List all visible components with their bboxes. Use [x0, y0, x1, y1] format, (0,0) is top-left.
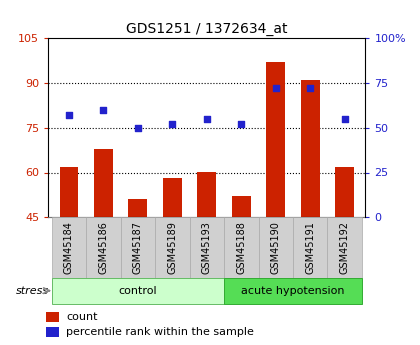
Text: GSM45193: GSM45193	[202, 221, 212, 274]
Text: GSM45189: GSM45189	[168, 221, 177, 274]
Text: control: control	[118, 286, 157, 296]
Text: GSM45184: GSM45184	[64, 221, 74, 274]
Bar	[189, 217, 224, 278]
Title: GDS1251 / 1372634_at: GDS1251 / 1372634_at	[126, 21, 288, 36]
Bar	[94, 149, 113, 217]
Bar	[259, 217, 293, 278]
Point	[66, 112, 72, 118]
Text: count: count	[66, 312, 97, 322]
Point	[307, 86, 314, 91]
Point	[273, 86, 279, 91]
Point	[341, 116, 348, 121]
Point	[238, 121, 245, 127]
Bar	[121, 217, 155, 278]
Bar	[301, 80, 320, 217]
Text: acute hypotension: acute hypotension	[241, 286, 345, 296]
Bar	[46, 312, 60, 322]
Bar	[86, 217, 121, 278]
Bar	[328, 217, 362, 278]
Point	[204, 116, 210, 121]
Text: stress: stress	[16, 286, 49, 296]
Bar	[293, 217, 328, 278]
Text: GSM45188: GSM45188	[236, 221, 246, 274]
Text: GSM45192: GSM45192	[340, 221, 350, 274]
Bar	[163, 178, 182, 217]
Text: percentile rank within the sample: percentile rank within the sample	[66, 327, 254, 337]
Bar	[197, 172, 216, 217]
Bar	[224, 217, 259, 278]
Point	[134, 125, 141, 130]
Text: GSM45186: GSM45186	[98, 221, 108, 274]
Bar	[129, 199, 147, 217]
Point	[100, 107, 107, 112]
Text: GSM45190: GSM45190	[271, 221, 281, 274]
Bar	[155, 217, 189, 278]
Text: GSM45191: GSM45191	[305, 221, 315, 274]
Bar	[60, 167, 79, 217]
Bar	[46, 327, 60, 337]
Bar	[224, 278, 362, 304]
Point	[169, 121, 176, 127]
Text: GSM45187: GSM45187	[133, 221, 143, 274]
Bar	[335, 167, 354, 217]
Bar	[52, 278, 224, 304]
Bar	[52, 217, 86, 278]
Bar	[266, 62, 285, 217]
Bar	[232, 196, 251, 217]
